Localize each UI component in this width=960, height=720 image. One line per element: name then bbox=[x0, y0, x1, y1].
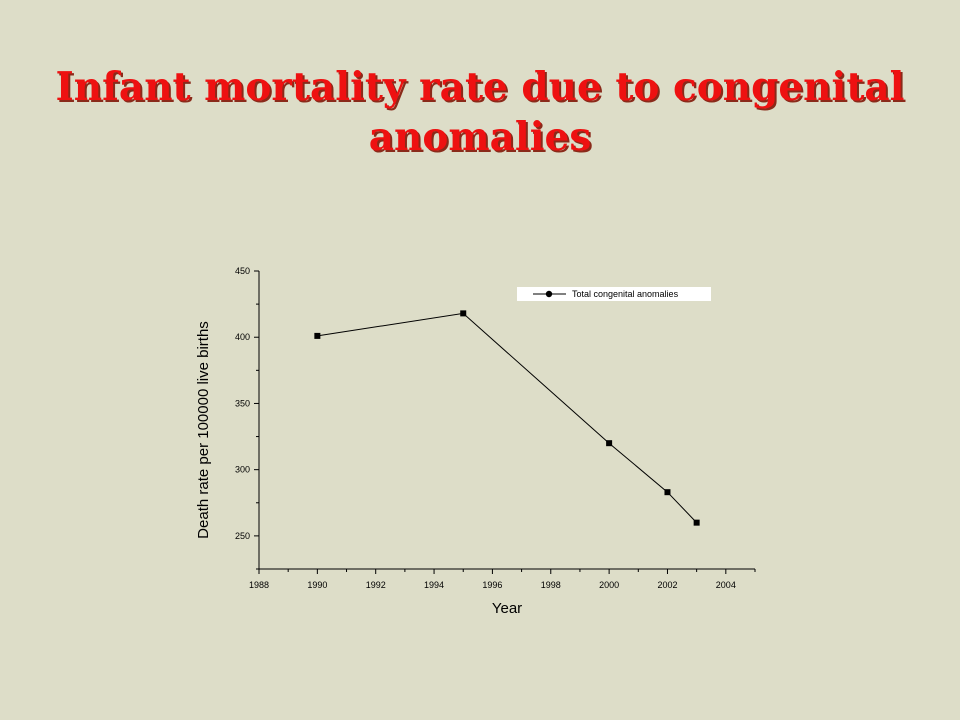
data-point bbox=[693, 519, 700, 526]
data-point bbox=[460, 310, 467, 317]
legend: Total congenital anomalies bbox=[517, 287, 711, 301]
y-axis: 250 300 350 400 450 bbox=[235, 266, 260, 570]
x-tick-label: 2004 bbox=[716, 580, 736, 590]
x-tick-label: 1998 bbox=[541, 580, 561, 590]
x-tick-label: 1990 bbox=[307, 580, 327, 590]
data-point bbox=[606, 440, 613, 447]
x-tick-label: 1992 bbox=[366, 580, 386, 590]
y-tick-label: 350 bbox=[235, 398, 250, 408]
x-tick-label: 2000 bbox=[599, 580, 619, 590]
y-tick-label: 400 bbox=[235, 332, 250, 342]
data-point bbox=[664, 489, 671, 496]
legend-marker bbox=[545, 290, 553, 298]
x-tick-label: 2002 bbox=[657, 580, 677, 590]
data-point bbox=[314, 332, 321, 339]
series-line bbox=[317, 312, 697, 523]
x-tick-label: 1988 bbox=[249, 580, 269, 590]
legend-label: Total congenital anomalies bbox=[572, 289, 679, 299]
series-group bbox=[314, 310, 700, 526]
x-axis: 1988 1990 1992 1994 1996 1998 2000 2002 2004 bbox=[249, 568, 756, 590]
x-tick-label: 1996 bbox=[482, 580, 502, 590]
legend-box bbox=[517, 287, 711, 301]
y-tick-label: 450 bbox=[235, 266, 250, 276]
y-tick-label: 250 bbox=[235, 531, 250, 541]
x-axis-title: Year bbox=[492, 600, 522, 617]
x-tick-label: 1994 bbox=[424, 580, 444, 590]
y-axis-title: Death rate per 100000 live births bbox=[195, 321, 212, 539]
y-tick-label: 300 bbox=[235, 465, 250, 475]
slide-title: Infant mortality rate due to congenital … bbox=[55, 64, 905, 160]
